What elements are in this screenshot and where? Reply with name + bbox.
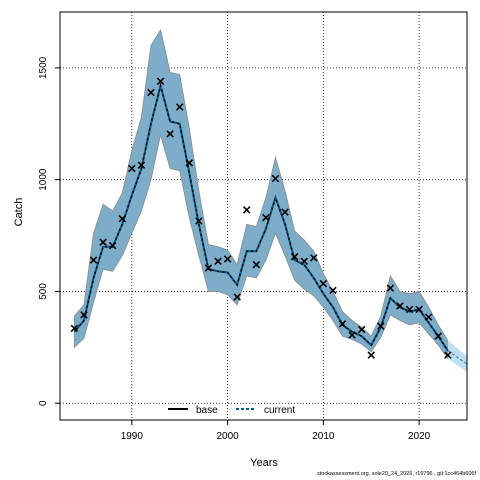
observed-point (108, 241, 117, 250)
observed-point (80, 311, 88, 319)
observed-point (242, 206, 251, 214)
footer-credit: stockassessment.org, sole20_24_2026, r19… (317, 471, 476, 477)
y-tick-label: 1500 (38, 56, 49, 79)
observed-point (281, 208, 289, 216)
observed-point (137, 161, 146, 169)
y-tick-label: 1000 (38, 168, 49, 191)
y-tick-label: 0 (38, 400, 49, 406)
observed-point (195, 217, 203, 225)
observed-point (262, 213, 270, 222)
observed-point (348, 331, 356, 339)
y-axis-title: Catch (13, 198, 25, 227)
observed-point (223, 255, 232, 263)
series-lines (73, 82, 468, 365)
projection-line (447, 350, 468, 365)
observed-point (300, 257, 308, 266)
y-tick-label: 500 (38, 283, 49, 300)
observed-point (252, 260, 261, 269)
observed-point (70, 324, 79, 333)
observed-point (319, 279, 328, 288)
observed-points (70, 77, 452, 359)
observed-point (424, 313, 433, 321)
observed-point (99, 238, 107, 247)
x-tick-label: 2010 (312, 431, 335, 442)
observed-point (434, 332, 443, 340)
observed-point (271, 174, 280, 183)
observed-point (128, 164, 136, 173)
observed-point (147, 88, 155, 97)
projection-band (447, 340, 467, 372)
observed-point (290, 253, 299, 261)
observed-point (185, 159, 194, 167)
observed-point (377, 322, 385, 330)
observed-point (175, 103, 184, 111)
series-current-line (73, 82, 449, 352)
observed-point (415, 305, 423, 314)
observed-point (367, 351, 376, 359)
observed-point (233, 293, 241, 301)
legend: base current (168, 405, 295, 416)
x-tick-label: 2000 (216, 431, 239, 442)
legend-base-label: base (196, 405, 218, 416)
observed-point (204, 264, 213, 272)
observed-point (357, 325, 366, 334)
observed-point (310, 254, 318, 262)
observed-point (444, 351, 452, 359)
observed-point (118, 215, 127, 223)
observed-point (386, 284, 395, 292)
observed-point (89, 256, 98, 264)
observed-point (214, 257, 222, 266)
axes: 1990 2000 2010 2020 0 500 1000 1500 (38, 56, 431, 442)
observed-point (329, 286, 337, 295)
x-axis-title: Years (250, 457, 278, 469)
observed-point (396, 302, 404, 310)
legend-current-label: current (264, 405, 295, 416)
observed-point (338, 320, 347, 328)
x-tick-label: 2020 (408, 431, 431, 442)
x-tick-label: 1990 (121, 431, 144, 442)
plot-frame (59, 11, 468, 421)
observed-point (405, 305, 414, 314)
observed-point (156, 77, 165, 86)
observed-point (166, 130, 174, 138)
